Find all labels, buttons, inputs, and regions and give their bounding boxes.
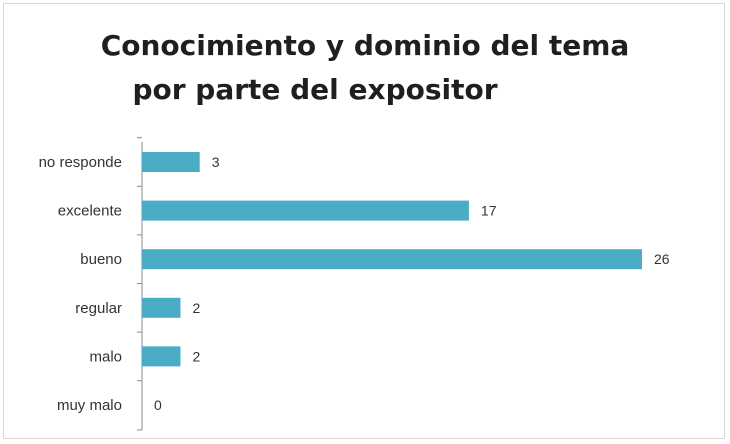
value-label-bueno: 26 bbox=[654, 251, 670, 267]
chart-title: Conocimiento y dominio del tema por part… bbox=[0, 24, 730, 112]
bar-malo bbox=[142, 346, 181, 367]
category-label-bueno: bueno bbox=[80, 251, 122, 268]
bar-excelente bbox=[142, 200, 469, 221]
category-label-malo: malo bbox=[89, 348, 122, 365]
chart-title-line-1: Conocimiento y dominio del tema bbox=[100, 29, 630, 62]
value-label-excelente: 17 bbox=[481, 203, 497, 219]
bar-bueno bbox=[142, 249, 642, 270]
bar-regular bbox=[142, 297, 181, 318]
category-label-excelente: excelente bbox=[58, 203, 122, 220]
value-label-malo: 2 bbox=[192, 348, 200, 364]
bar-no-responde bbox=[142, 152, 200, 172]
value-label-no-responde: 3 bbox=[212, 154, 220, 170]
category-label-no-responde: no responde bbox=[39, 154, 122, 171]
chart-frame bbox=[3, 3, 725, 439]
category-label-regular: regular bbox=[75, 300, 122, 317]
value-label-regular: 2 bbox=[192, 300, 200, 316]
chart-title-line-2: por parte del expositor bbox=[132, 73, 498, 106]
value-label-muy-malo: 0 bbox=[154, 397, 162, 413]
category-label-muy-malo: muy malo bbox=[57, 397, 122, 414]
